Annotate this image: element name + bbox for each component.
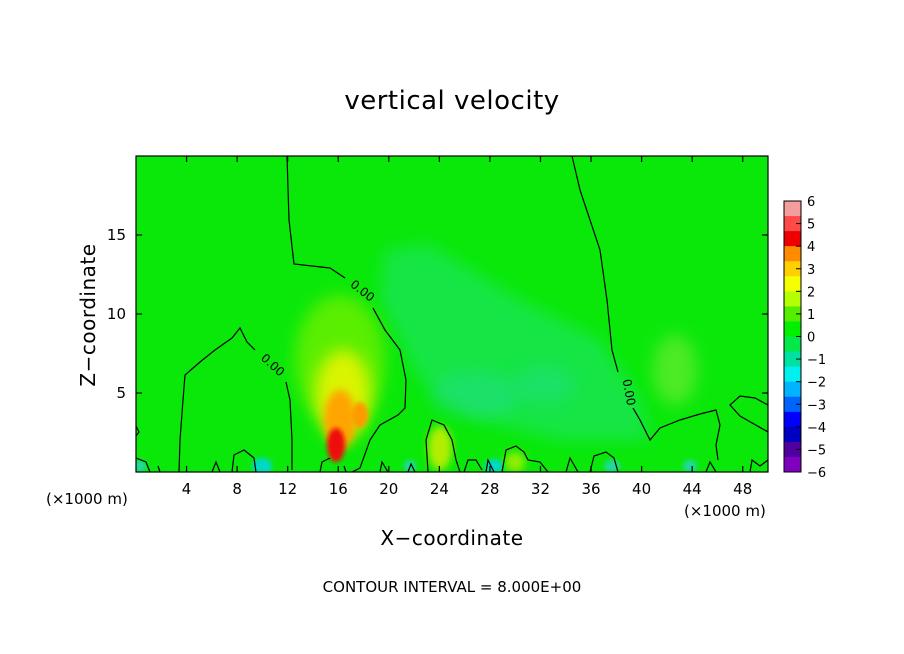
x-tick-label: 28 <box>480 480 499 498</box>
colorbar-swatch <box>784 216 801 232</box>
colorbar-tick-label: 1 <box>807 308 815 323</box>
updraft-orange-small <box>352 402 368 428</box>
chart-title: vertical velocity <box>344 86 560 116</box>
contour-line <box>565 451 619 472</box>
colorbar-swatch <box>784 261 801 277</box>
contour-line <box>136 457 161 472</box>
contour-line <box>632 407 721 461</box>
y-axis: 5 10 15 <box>107 226 768 402</box>
colorbar-tick-label: −3 <box>807 398 826 413</box>
colorbar-swatch <box>784 246 801 262</box>
colorbar-tick-label: −6 <box>807 466 826 481</box>
weak-updraft <box>505 452 525 472</box>
x-tick-label: 36 <box>581 480 600 498</box>
colorbar-swatch <box>784 276 801 292</box>
colorbar-tick-label: −2 <box>807 376 826 391</box>
x-tick-label: 16 <box>329 480 348 498</box>
colorbar-swatch <box>784 441 801 458</box>
x-tick-label: 24 <box>430 480 449 498</box>
contour-label: 0.00 <box>620 378 638 407</box>
contour-line <box>705 458 768 472</box>
x-tick-label: 8 <box>232 480 242 498</box>
x-tick-label: 40 <box>632 480 651 498</box>
x-tick-label: 20 <box>379 480 398 498</box>
colorbar-swatch <box>784 426 801 443</box>
colorbar-tick-label: 4 <box>807 240 815 255</box>
colorbar-swatch <box>784 411 801 428</box>
contour-line <box>729 395 768 433</box>
colorbar-swatch <box>784 306 801 322</box>
y-tick-label: 10 <box>107 305 126 323</box>
x-tick-label: 12 <box>278 480 297 498</box>
velocity-field <box>136 156 768 472</box>
x-unit-left: (×1000 m) <box>46 490 128 508</box>
contour-line <box>463 458 495 472</box>
colorbar-tick-label: 0 <box>807 331 815 346</box>
colorbar-swatch <box>784 336 801 353</box>
contour-line <box>379 460 416 472</box>
y-tick-label: 5 <box>116 384 126 402</box>
colorbar-swatch <box>784 366 801 383</box>
colorbar-tick-label: 3 <box>807 263 815 278</box>
contour-line <box>211 449 257 472</box>
y-tick-label: 15 <box>107 226 126 244</box>
weak-updraft <box>428 426 452 470</box>
contour-line <box>285 381 293 470</box>
contour-line <box>571 156 619 373</box>
updraft-red <box>327 428 345 462</box>
x-tick-label: 44 <box>683 480 702 498</box>
colorbar-tick-label: −5 <box>807 443 826 458</box>
colorbar-swatch <box>784 456 801 473</box>
x-unit-right: (×1000 m) <box>684 502 766 520</box>
contour-line <box>136 425 140 437</box>
colorbar-swatch <box>784 231 801 247</box>
downdraft <box>683 460 697 472</box>
x-axis: 4 8 12 16 20 24 28 32 36 40 44 48 <box>182 156 752 498</box>
y-axis-label: Z−coordinate <box>76 243 100 387</box>
negative-cell <box>430 373 520 417</box>
negative-cell <box>515 367 575 403</box>
downdraft <box>252 458 272 472</box>
colorbar-swatch <box>784 396 801 413</box>
colorbar-tick-label: −1 <box>807 353 826 368</box>
colorbar-swatch <box>784 381 801 398</box>
contour-interval: CONTOUR INTERVAL = 8.000E+00 <box>322 578 582 596</box>
colorbar-swatch <box>784 351 801 368</box>
colorbar-swatch <box>784 291 801 307</box>
contour-line <box>501 445 549 472</box>
contour-line <box>178 326 256 472</box>
colorbar-swatch <box>784 201 801 217</box>
colorbar-tick-label: 2 <box>807 285 815 300</box>
x-tick-label: 48 <box>733 480 752 498</box>
contour-line <box>425 419 461 472</box>
contour-line <box>319 457 347 472</box>
weak-updraft <box>653 335 697 405</box>
colorbar: 6 5 4 3 2 1 0 −1 −2 −3 −4 −5 −6 <box>783 195 826 481</box>
colorbar-tick-label: −4 <box>807 421 826 436</box>
x-axis-label: X−coordinate <box>380 526 524 550</box>
colorbar-tick-label: 6 <box>807 195 815 210</box>
contour-line <box>286 156 346 279</box>
contour-line <box>351 307 407 472</box>
downdraft <box>136 460 146 472</box>
x-tick-label: 32 <box>531 480 550 498</box>
zero-contours <box>136 156 768 472</box>
colorbar-tick-label: 5 <box>807 218 815 233</box>
x-tick-label: 4 <box>182 480 192 498</box>
colorbar-swatch <box>784 321 801 337</box>
